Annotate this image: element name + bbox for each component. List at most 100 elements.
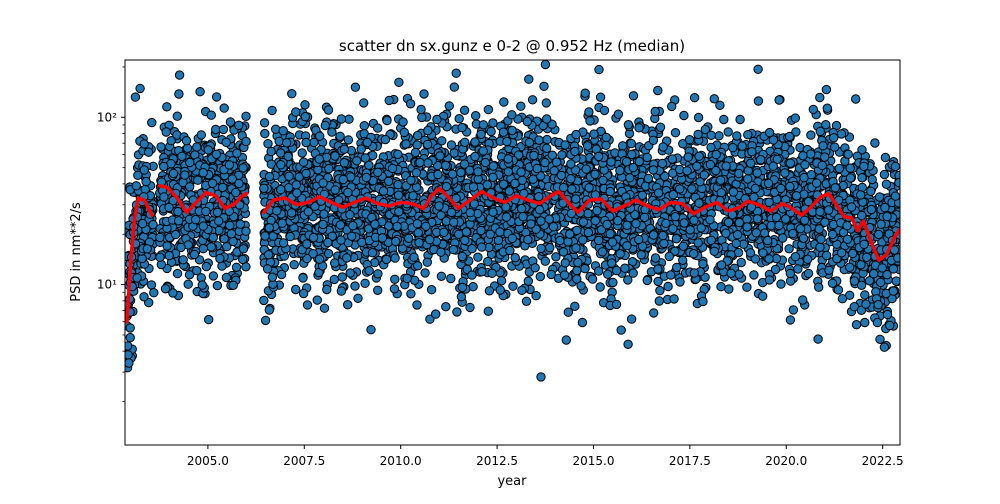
scatter-point — [611, 299, 622, 310]
scatter-point — [803, 268, 814, 279]
scatter-point — [625, 173, 635, 183]
scatter-point — [837, 294, 848, 304]
scatter-point — [465, 302, 475, 313]
scatter-point — [800, 160, 810, 170]
scatter-point — [827, 229, 838, 240]
scatter-point — [505, 245, 515, 256]
scatter-point — [571, 243, 581, 253]
scatter-point — [606, 157, 616, 167]
scatter-point — [272, 206, 282, 216]
scatter-point — [436, 271, 447, 281]
scatter-point — [664, 251, 674, 262]
scatter-point — [788, 228, 798, 239]
scatter-point — [484, 286, 495, 296]
scatter-point — [822, 103, 832, 113]
scatter-point — [658, 230, 668, 241]
scatter-point — [790, 252, 801, 262]
scatter-point — [694, 151, 704, 161]
scatter-point — [607, 237, 618, 247]
scatter-point — [693, 112, 704, 123]
scatter-point — [148, 220, 158, 230]
scatter-point — [361, 172, 372, 183]
scatter-point — [477, 242, 487, 252]
scatter-point — [764, 254, 774, 264]
scatter-point — [125, 332, 135, 343]
scatter-point — [750, 183, 761, 194]
scatter-point — [278, 238, 289, 248]
scatter-point — [845, 163, 855, 173]
scatter-point — [836, 129, 847, 139]
scatter-point — [747, 147, 757, 157]
scatter-point — [398, 117, 408, 127]
scatter-point — [330, 151, 340, 161]
scatter-point — [628, 162, 638, 173]
scatter-point — [324, 164, 334, 174]
scatter-point — [791, 191, 802, 201]
scatter-point — [716, 188, 726, 198]
scatter-point — [637, 190, 648, 201]
scatter-point — [860, 290, 870, 300]
scatter-point — [225, 220, 235, 231]
scatter-point — [526, 219, 536, 229]
scatter-point — [367, 248, 378, 258]
scatter-point — [780, 168, 790, 178]
scatter-point — [875, 277, 886, 288]
scatter-point — [882, 211, 892, 222]
scatter-point — [465, 208, 475, 218]
scatter-point — [655, 122, 666, 132]
scatter-point — [503, 154, 513, 164]
scatter-point — [189, 249, 200, 260]
scatter-point — [300, 112, 310, 122]
scatter-point — [669, 294, 679, 304]
scatter-point — [404, 233, 414, 244]
scatter-point — [815, 126, 825, 137]
scatter-point — [650, 253, 661, 263]
scatter-point — [488, 207, 498, 217]
scatter-point — [771, 212, 782, 223]
scatter-point — [423, 125, 433, 136]
scatter-point — [260, 231, 270, 241]
scatter-point — [648, 165, 658, 175]
scatter-point — [336, 286, 347, 296]
scatter-point — [653, 188, 664, 198]
scatter-point — [542, 114, 552, 124]
scatter-point — [879, 169, 890, 180]
scatter-point — [457, 282, 468, 293]
scatter-point — [643, 173, 654, 184]
scatter-point — [862, 252, 872, 262]
scatter-point — [762, 235, 773, 246]
scatter-point — [412, 219, 423, 229]
scatter-point — [758, 291, 768, 301]
scatter-point — [444, 101, 454, 111]
scatter-point — [566, 174, 576, 184]
scatter-point — [594, 151, 604, 162]
scatter-point — [888, 286, 899, 296]
scatter-point — [531, 291, 541, 301]
scatter-point — [393, 190, 404, 200]
scatter-point — [670, 128, 681, 138]
scatter-point — [616, 325, 626, 335]
scatter-point — [622, 220, 632, 231]
scatter-point — [653, 264, 663, 274]
scatter-point — [721, 161, 731, 171]
scatter-point — [198, 244, 209, 254]
scatter-point — [483, 306, 493, 316]
scatter-point — [597, 247, 608, 257]
scatter-point — [716, 282, 726, 292]
scatter-point — [827, 278, 838, 288]
scatter-point — [139, 292, 149, 302]
scatter-point — [833, 285, 844, 295]
scatter-point — [319, 303, 330, 313]
scatter-point — [627, 149, 637, 160]
scatter-point — [291, 284, 301, 295]
scatter-point — [125, 323, 135, 333]
scatter-point — [736, 257, 746, 268]
scatter-point — [605, 186, 615, 197]
scatter-point — [224, 160, 235, 170]
scatter-point — [742, 222, 752, 232]
scatter-point — [180, 170, 190, 180]
scatter-point — [419, 89, 429, 99]
scatter-point — [654, 296, 664, 306]
scatter-point — [684, 135, 695, 145]
scatter-point — [495, 285, 505, 295]
